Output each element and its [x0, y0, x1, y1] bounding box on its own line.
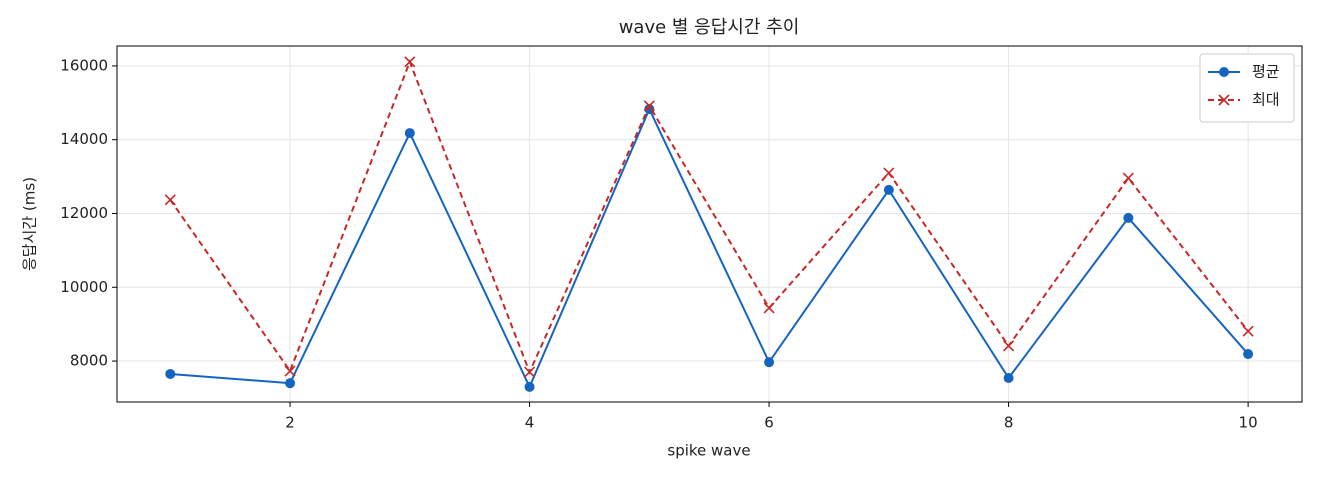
- marker: [523, 366, 536, 378]
- marker-shape: [284, 365, 296, 377]
- marker: [1218, 94, 1230, 106]
- legend-item: 평균: [1208, 63, 1280, 81]
- x-tick-label: 4: [525, 414, 535, 432]
- marker-shape: [404, 56, 416, 68]
- x-tick-label: 6: [764, 414, 774, 432]
- marker: [404, 128, 415, 139]
- marker-shape: [1003, 340, 1015, 352]
- legend-label: 최대: [1252, 91, 1280, 109]
- marker-shape: [1218, 94, 1230, 106]
- marker: [1219, 67, 1229, 77]
- marker-shape: [763, 302, 775, 314]
- marker: [164, 194, 176, 206]
- x-tick-label: 10: [1239, 414, 1258, 432]
- legend-item: 최대: [1208, 91, 1280, 109]
- marker: [643, 100, 655, 112]
- marker-shape: [1242, 325, 1254, 337]
- y-tick-label: 16000: [60, 56, 108, 74]
- marker: [764, 357, 775, 368]
- legend-label: 평균: [1252, 63, 1280, 81]
- marker-shape: [164, 194, 176, 206]
- y-tick-label: 10000: [60, 278, 108, 296]
- marker: [1242, 325, 1254, 337]
- marker: [1243, 349, 1254, 360]
- marker: [1122, 172, 1134, 184]
- x-tick-label: 8: [1004, 414, 1014, 432]
- marker: [883, 184, 894, 195]
- y-tick-label: 12000: [60, 204, 108, 222]
- series-line: [170, 106, 1249, 390]
- marker: [404, 56, 416, 68]
- x-axis-label: spike wave: [667, 442, 750, 460]
- plot-frame: [116, 45, 1303, 403]
- chart-title: wave 별 응답시간 추이: [619, 17, 800, 38]
- marker: [284, 365, 296, 377]
- marker: [165, 368, 176, 379]
- marker: [1003, 340, 1015, 352]
- marker: [763, 302, 775, 314]
- x-tick-label: 2: [285, 414, 295, 432]
- marker-shape: [883, 167, 895, 179]
- y-tick-label: 8000: [70, 352, 108, 370]
- marker-shape: [1122, 172, 1134, 184]
- marker: [1003, 373, 1014, 384]
- marker: [285, 378, 296, 389]
- y-axis-label: 응답시간 (ms): [21, 177, 39, 271]
- legend-box: [1199, 53, 1295, 123]
- marker-shape: [643, 100, 655, 112]
- marker: [1123, 212, 1134, 223]
- y-tick-label: 14000: [60, 130, 108, 148]
- series-line: [169, 59, 1249, 375]
- marker: [883, 167, 895, 179]
- marker: [524, 381, 535, 392]
- marker-shape: [523, 366, 536, 378]
